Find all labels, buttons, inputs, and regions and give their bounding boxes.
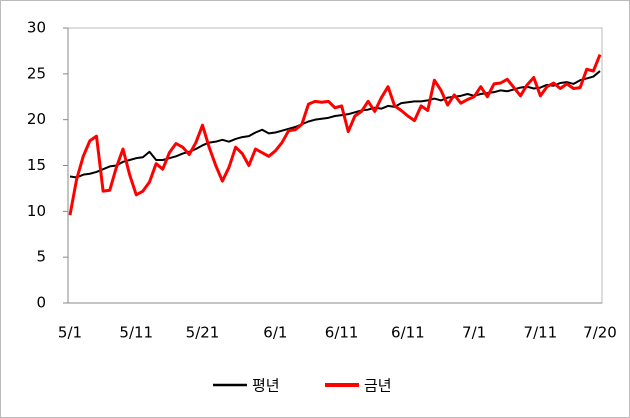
y-tick-label: 5 [36,248,46,266]
y-tick-label: 10 [27,202,46,220]
x-tick-label: 5/1 [58,324,82,342]
x-tick-label: 7/1 [462,324,486,342]
x-tick-label: 6/1 [263,324,287,342]
x-tick-label: 7/20 [583,324,617,342]
x-tick-label: 5/11 [119,324,153,342]
y-tick-label: 25 [27,64,46,82]
y-tick-label: 15 [27,156,46,174]
y-tick-label: 30 [27,19,46,37]
y-tick-label: 20 [27,110,46,128]
series-line [68,54,602,216]
x-tick-label: 6/11 [325,324,359,342]
series-line [69,70,601,179]
x-tick-label: 6/11 [391,324,425,342]
y-tick-label: 0 [36,294,46,312]
legend-label: 평년 [252,377,280,395]
legend-label: 금년 [364,377,392,395]
x-tick-label: 5/21 [186,324,220,342]
x-tick-label: 7/11 [524,324,558,342]
